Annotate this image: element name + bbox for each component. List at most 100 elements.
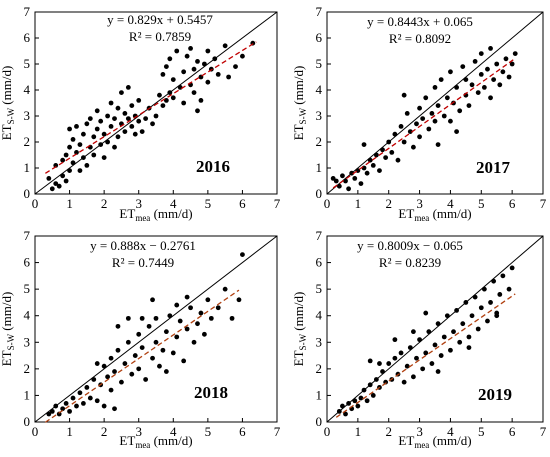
x-tick-label: 2 (101, 424, 108, 439)
data-point (143, 116, 149, 121)
data-point (478, 72, 484, 77)
data-point (417, 337, 422, 343)
x-tick-label: 3 (135, 424, 142, 439)
data-point (380, 369, 385, 374)
data-point (105, 113, 110, 119)
data-point (398, 350, 404, 356)
y-tick-label: 1 (24, 160, 31, 175)
data-point (191, 339, 197, 345)
data-point (367, 157, 373, 163)
data-point (475, 90, 481, 95)
y-tick-label: 3 (24, 108, 31, 123)
regression-line (45, 289, 240, 423)
r-squared: R² = 0.8239 (379, 255, 441, 270)
data-point (125, 85, 131, 90)
data-point (460, 64, 466, 69)
data-point (153, 315, 159, 321)
data-point (500, 273, 506, 279)
data-point (87, 395, 93, 401)
one-to-one-line (326, 11, 544, 195)
data-point (160, 103, 166, 108)
x-tick-label: 0 (32, 196, 39, 211)
data-point (497, 82, 503, 88)
data-point (364, 170, 370, 176)
data-point (174, 48, 180, 54)
data-point (181, 358, 187, 364)
y-tick-label: 4 (24, 308, 31, 323)
data-point (463, 77, 469, 82)
y-tick-label: 2 (24, 134, 31, 149)
data-point (81, 131, 86, 137)
x-tick-label: 6 (239, 196, 246, 211)
y-tick-label: 2 (316, 361, 323, 376)
x-tick-label: 1 (355, 424, 362, 439)
data-point (132, 131, 138, 137)
data-point (188, 46, 193, 51)
data-point (67, 168, 72, 174)
one-to-one-line (34, 235, 278, 423)
data-point (370, 393, 376, 398)
data-point (457, 339, 463, 345)
y-tick-label: 0 (24, 414, 31, 429)
x-axis-label: ETmea (mm/d) (398, 433, 471, 450)
x-tick-label: 1 (355, 196, 362, 211)
r-squared: R² = 0.8092 (389, 31, 451, 46)
plot-frame (326, 11, 544, 195)
data-point (441, 334, 447, 340)
data-point (136, 98, 142, 103)
data-point (454, 85, 459, 90)
x-tick-label: 5 (205, 196, 212, 211)
data-point (469, 82, 475, 88)
data-point (112, 144, 117, 150)
data-point (136, 366, 142, 372)
data-point (395, 157, 401, 163)
data-point (167, 90, 173, 95)
data-point (129, 103, 135, 108)
data-point (157, 92, 162, 98)
data-point (129, 371, 135, 377)
y-tick-label: 2 (316, 134, 323, 149)
data-point (181, 100, 187, 106)
data-point (53, 163, 59, 168)
data-point (401, 92, 407, 98)
data-point (208, 315, 214, 321)
data-point (404, 363, 410, 369)
data-point (383, 155, 389, 161)
data-point (108, 124, 114, 129)
data-point (432, 342, 438, 348)
data-point (98, 118, 104, 124)
x-tick-label: 5 (478, 196, 485, 211)
x-axis-label: ETmea (mm/d) (119, 433, 192, 450)
data-point (222, 286, 228, 292)
data-point (420, 116, 426, 121)
data-point (170, 350, 176, 356)
data-point (420, 366, 426, 372)
data-point (174, 302, 180, 308)
data-point (448, 69, 453, 75)
data-point (94, 126, 100, 132)
data-point (139, 129, 145, 135)
data-point (240, 252, 245, 257)
y-tick-label: 7 (316, 4, 323, 19)
data-point (94, 398, 100, 404)
x-tick-label: 0 (32, 424, 39, 439)
data-point (181, 69, 187, 75)
data-point (429, 361, 435, 366)
data-point (115, 105, 121, 111)
data-point (448, 347, 453, 353)
data-point (509, 265, 515, 271)
data-point (163, 329, 169, 335)
data-point (407, 129, 413, 135)
data-point (84, 121, 90, 127)
y-tick-label: 5 (24, 56, 31, 71)
data-point (150, 355, 155, 361)
data-point (63, 178, 69, 184)
data-point (125, 315, 131, 321)
data-point (488, 46, 493, 51)
year-label: 2019 (478, 385, 512, 404)
data-point (398, 124, 404, 129)
data-point (60, 173, 66, 179)
data-point (167, 56, 173, 62)
